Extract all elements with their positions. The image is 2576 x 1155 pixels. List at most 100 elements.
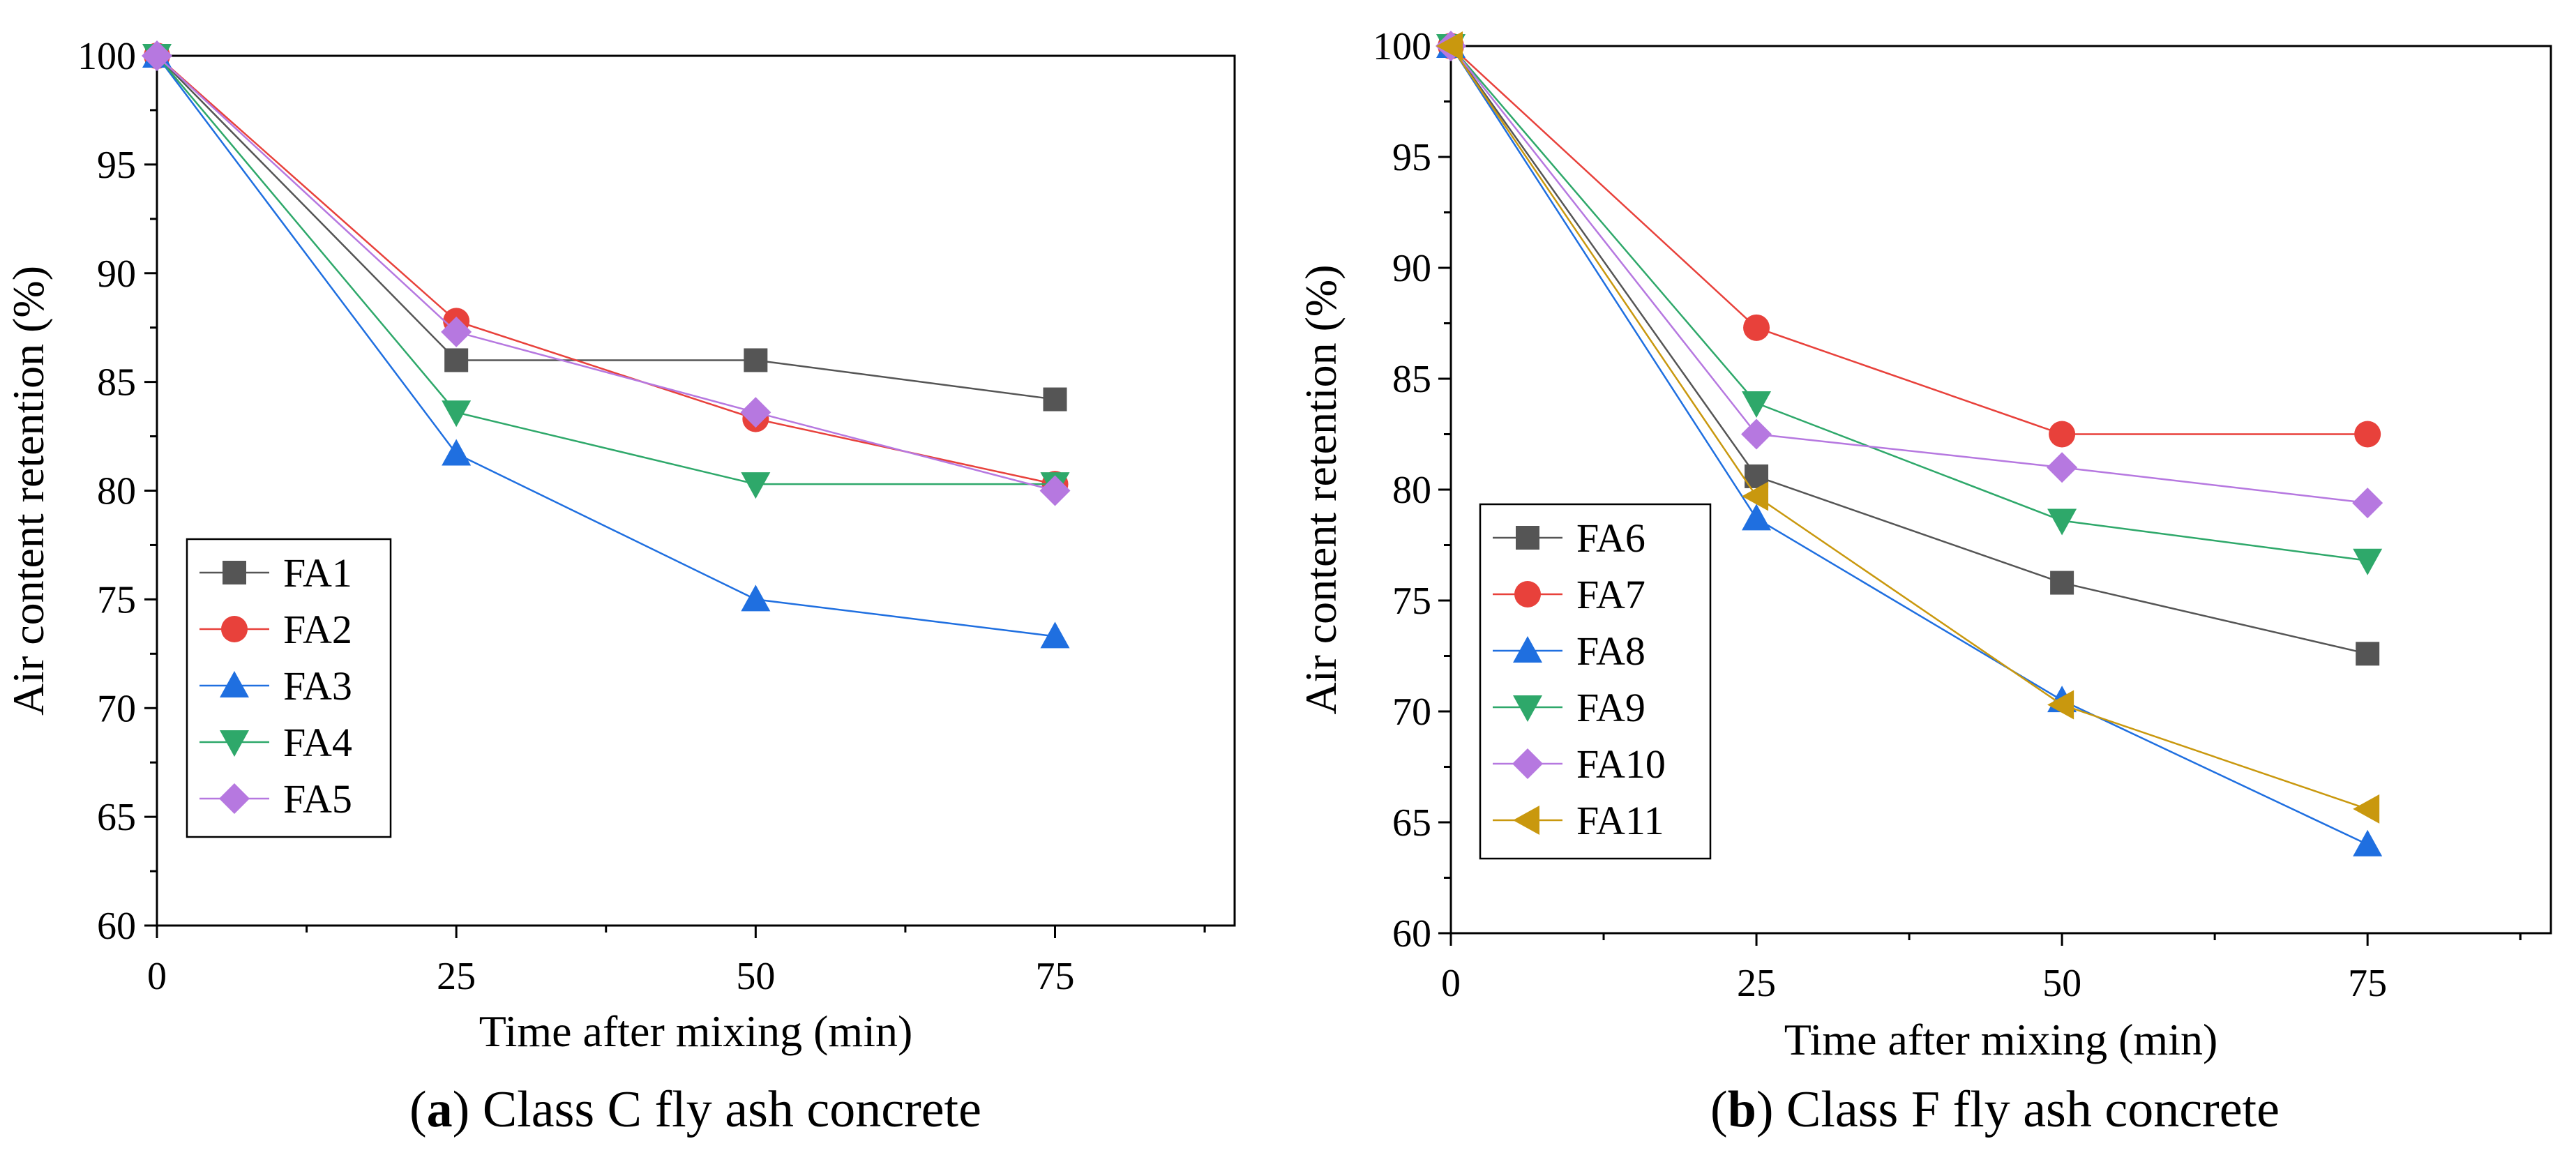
data-point-fa10 (1741, 418, 1772, 450)
caption-text-a: ) Class C fly ash concrete (453, 1081, 981, 1138)
legend-marker-fa8 (1513, 636, 1542, 663)
caption-text-b: ) Class F fly ash concrete (1756, 1081, 2280, 1138)
y-tick-label-b: 85 (1392, 358, 1431, 401)
y-tick-label-a: 70 (97, 687, 136, 730)
y-axis-label-a: Air content retention (%) (3, 266, 53, 716)
legend-label-fa1: FA1 (283, 550, 352, 596)
legend-label-fa7: FA7 (1576, 572, 1645, 617)
legend-marker-fa3 (220, 671, 249, 697)
data-point-fa9 (2047, 508, 2077, 536)
series-line-fa6 (1449, 45, 2368, 655)
x-tick-label-b: 75 (2348, 962, 2387, 1005)
legend-marker-fa7 (1514, 581, 1541, 607)
legend-marker-fa5 (219, 783, 250, 814)
y-tick-label-b: 65 (1392, 801, 1431, 845)
y-tick-label-a: 60 (97, 905, 136, 948)
legend-label-fa5: FA5 (283, 776, 352, 822)
data-point-fa1 (444, 348, 469, 372)
data-point-fa8 (2353, 829, 2383, 856)
data-point-fa4 (442, 400, 472, 428)
data-point-fa5 (142, 40, 172, 71)
data-point-fa9 (1742, 391, 1772, 418)
data-point-fa9 (2353, 548, 2383, 575)
y-tick-label-b: 80 (1392, 469, 1431, 512)
y-tick-label-b: 75 (1392, 580, 1431, 623)
chart-b: 60 65 70 75 80 85 90 95 100 0 25 50 75 Time after mix… (1296, 25, 2552, 1138)
x-axis-label-a: Time after mixing (min) (479, 1006, 913, 1056)
data-point-fa6 (2050, 571, 2074, 595)
data-point-fa5 (740, 397, 771, 428)
data-point-fa5 (441, 316, 472, 347)
caption-a: (a) Class C fly ash concrete (409, 1081, 981, 1138)
legend-marker-fa9 (1513, 695, 1542, 722)
y-tick-label-a: 75 (97, 578, 136, 621)
series-line-fa9 (1450, 45, 2368, 561)
data-point-fa11 (1436, 31, 1463, 61)
x-tick-label-a: 0 (147, 955, 167, 998)
legend-label-fa8: FA8 (1576, 628, 1645, 674)
y-tick-label-a: 85 (97, 361, 136, 405)
caption-open-a: ( (409, 1081, 427, 1138)
caption-letter-a: a (427, 1081, 453, 1138)
legend-label-fa11: FA11 (1576, 798, 1664, 843)
data-point-fa3 (442, 439, 472, 466)
chart-a: 60 65 70 75 80 85 90 95 100 0 25 50 75 Time after mix… (3, 35, 1236, 1138)
caption-letter-b: b (1728, 1081, 1756, 1138)
series-line-fa11 (1449, 45, 2368, 810)
legend-b: FA6 FA7 FA8 FA9 FA10 FA11 (1479, 503, 1712, 860)
data-point-fa7 (1743, 314, 1770, 341)
data-point-fa10 (2352, 488, 2383, 519)
data-point-fa11 (2353, 794, 2380, 824)
data-point-fa7 (2049, 421, 2076, 448)
x-tick-label-a: 50 (736, 955, 775, 998)
y-tick-label-b: 95 (1392, 136, 1431, 179)
data-point-fa3 (741, 584, 771, 612)
legend-box-a (186, 538, 392, 838)
data-point-fa4 (741, 472, 771, 499)
y-tick-label-b: 70 (1392, 690, 1431, 734)
legend-marker-fa1 (223, 561, 246, 584)
legend-label-fa4: FA4 (283, 720, 352, 765)
x-tick-label-a: 25 (437, 955, 476, 998)
y-tick-label-a: 80 (97, 470, 136, 513)
data-point-fa3 (1040, 621, 1070, 649)
series-line-fa10 (1450, 45, 2368, 504)
series-line-fa4 (156, 55, 1055, 485)
data-point-fa6 (2356, 642, 2380, 666)
x-tick-label-b: 0 (1441, 962, 1461, 1005)
caption-open-b: ( (1710, 1081, 1728, 1138)
data-point-fa11 (1742, 481, 1769, 511)
legend-marker-fa6 (1516, 526, 1539, 550)
series-line-fa1 (156, 55, 1055, 400)
legend-label-fa9: FA9 (1576, 685, 1645, 730)
legend-marker-fa10 (1512, 748, 1543, 779)
legend-label-fa10: FA10 (1576, 741, 1666, 787)
series-line-fa7 (1450, 45, 2368, 435)
caption-b: (b) Class F fly ash concrete (1710, 1081, 2280, 1138)
legend-label-fa3: FA3 (283, 663, 352, 709)
y-tick-label-b: 90 (1392, 247, 1431, 290)
series-line-fa5 (156, 55, 1055, 492)
x-tick-label-a: 75 (1036, 955, 1075, 998)
data-point-fa1 (1043, 387, 1067, 412)
data-point-fa11 (2047, 690, 2074, 720)
y-tick-label-a: 95 (97, 144, 136, 187)
y-tick-label-a: 90 (97, 252, 136, 296)
legend-marker-fa11 (1513, 806, 1539, 835)
series-line-fa3 (156, 55, 1055, 637)
legend-box-b (1479, 503, 1712, 860)
y-tick-label-b: 100 (1373, 25, 1431, 68)
data-point-fa1 (744, 348, 768, 372)
y-tick-label-a: 65 (97, 796, 136, 839)
legend-label-fa2: FA2 (283, 607, 352, 652)
legend-marker-fa2 (221, 616, 248, 642)
x-tick-label-b: 50 (2042, 962, 2081, 1005)
x-axis-label-b: Time after mixing (min) (1784, 1015, 2218, 1064)
x-tick-label-b: 25 (1737, 962, 1776, 1005)
data-point-fa10 (2047, 452, 2078, 483)
legend-label-fa6: FA6 (1576, 515, 1645, 561)
y-axis-label-b: Air content retention (%) (1296, 264, 1346, 714)
legend-a: FA1 FA2 FA3 FA4 FA5 (186, 538, 392, 838)
data-point-fa5 (1039, 475, 1071, 506)
